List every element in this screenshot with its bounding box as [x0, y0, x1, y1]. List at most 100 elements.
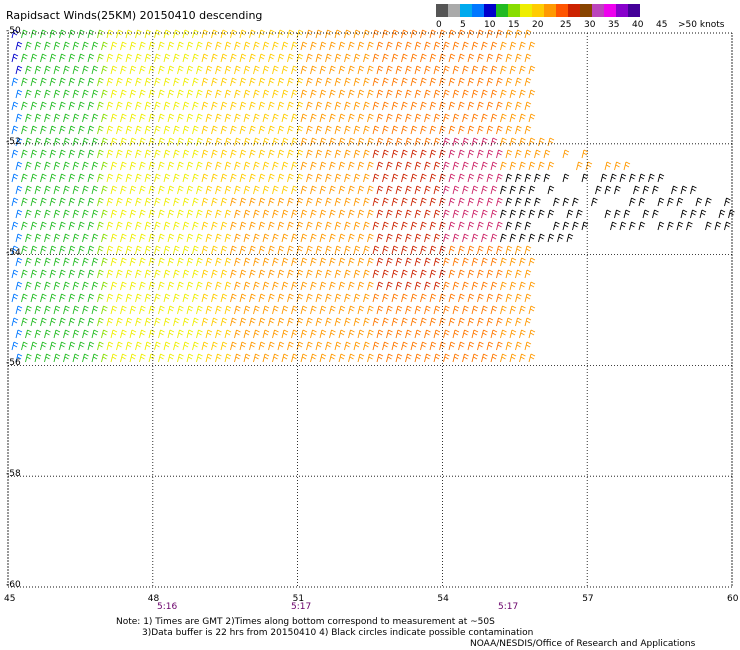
- wind-barb: [349, 330, 355, 338]
- wind-barb: [421, 54, 427, 62]
- wind-barb: [525, 54, 531, 62]
- wind-barb: [183, 342, 189, 350]
- wind-barb: [92, 234, 98, 242]
- wind-barb: [79, 78, 85, 86]
- wind-barb: [164, 222, 170, 230]
- wind-barb: [54, 210, 60, 218]
- wind-barb: [22, 198, 28, 206]
- wind-barb: [434, 186, 440, 194]
- wind-barb: [349, 258, 355, 266]
- wind-barb: [140, 354, 146, 362]
- wind-barb: [615, 162, 621, 170]
- wind-barb: [140, 186, 146, 194]
- wind-barb: [231, 294, 237, 302]
- wind-barb: [282, 66, 288, 74]
- wind-barb: [244, 210, 250, 218]
- wind-barb: [316, 222, 322, 230]
- wind-barb: [292, 186, 298, 194]
- wind-barb: [155, 102, 161, 110]
- wind-barb: [273, 258, 279, 266]
- wind-barb: [478, 318, 484, 326]
- wind-barb: [254, 210, 260, 218]
- wind-barb: [482, 258, 488, 266]
- wind-barb: [73, 282, 79, 290]
- wind-barb: [235, 234, 241, 242]
- wind-barb: [73, 114, 79, 122]
- wind-barb: [292, 234, 298, 242]
- wind-barb: [396, 138, 402, 146]
- wind-barb: [212, 342, 218, 350]
- wind-barb: [145, 102, 151, 110]
- wind-barb: [16, 66, 22, 74]
- wind-barb: [136, 270, 142, 278]
- wind-barb: [64, 114, 70, 122]
- wind-barb: [174, 222, 180, 230]
- wind-barb: [548, 162, 554, 170]
- wind-barb: [269, 318, 275, 326]
- wind-barb: [472, 210, 478, 218]
- wind-barb: [92, 282, 98, 290]
- wind-barb: [31, 126, 37, 134]
- wind-barb: [402, 126, 408, 134]
- wind-barb: [288, 174, 294, 182]
- wind-barb: [468, 198, 474, 206]
- wind-barb: [130, 114, 136, 122]
- wind-barb: [472, 306, 478, 314]
- wind-barb: [349, 114, 355, 122]
- wind-barb: [624, 210, 630, 218]
- wind-barb: [250, 150, 256, 158]
- wind-barb: [92, 66, 98, 74]
- wind-barb: [482, 66, 488, 74]
- wind-barb: [506, 174, 512, 182]
- wind-barb: [354, 246, 360, 254]
- wind-barb: [240, 78, 246, 86]
- wind-barb: [453, 330, 459, 338]
- wind-barb: [421, 246, 427, 254]
- wind-barb: [402, 30, 408, 38]
- wind-barb: [320, 186, 326, 194]
- wind-barb: [383, 270, 389, 278]
- wind-barb: [316, 126, 322, 134]
- wind-barb: [149, 282, 155, 290]
- wind-barb: [643, 186, 649, 194]
- wind-barb: [259, 102, 265, 110]
- wind-barb: [149, 234, 155, 242]
- wind-barb: [41, 30, 47, 38]
- wind-barb: [311, 306, 317, 314]
- wind-barb: [250, 342, 256, 350]
- wind-barb: [240, 342, 246, 350]
- wind-barb: [459, 270, 465, 278]
- wind-barb: [501, 114, 507, 122]
- wind-barb: [425, 162, 431, 170]
- wind-barb: [411, 342, 417, 350]
- wind-barb: [117, 126, 123, 134]
- wind-barb: [92, 162, 98, 170]
- wind-barb: [430, 54, 436, 62]
- wind-barb: [377, 210, 383, 218]
- wind-barb: [254, 306, 260, 314]
- wind-barb: [307, 126, 313, 134]
- wind-barb: [491, 234, 497, 242]
- wind-barb: [155, 150, 161, 158]
- wind-barb: [301, 90, 307, 98]
- wind-barb: [136, 30, 142, 38]
- wind-barb: [497, 102, 503, 110]
- wind-barb: [159, 330, 165, 338]
- wind-barb: [430, 102, 436, 110]
- wind-barb: [250, 174, 256, 182]
- wind-barb: [193, 198, 199, 206]
- wind-barb: [510, 138, 516, 146]
- wind-barb: [183, 294, 189, 302]
- wind-barb: [212, 270, 218, 278]
- wind-barb: [212, 174, 218, 182]
- wind-barb: [26, 42, 32, 50]
- wind-barb: [516, 270, 522, 278]
- wind-barb: [459, 54, 465, 62]
- wind-barb: [377, 330, 383, 338]
- wind-barb: [216, 282, 222, 290]
- wind-barb: [491, 282, 497, 290]
- wind-barb: [149, 306, 155, 314]
- wind-barb: [307, 246, 313, 254]
- wind-barb: [301, 162, 307, 170]
- wind-barb: [472, 66, 478, 74]
